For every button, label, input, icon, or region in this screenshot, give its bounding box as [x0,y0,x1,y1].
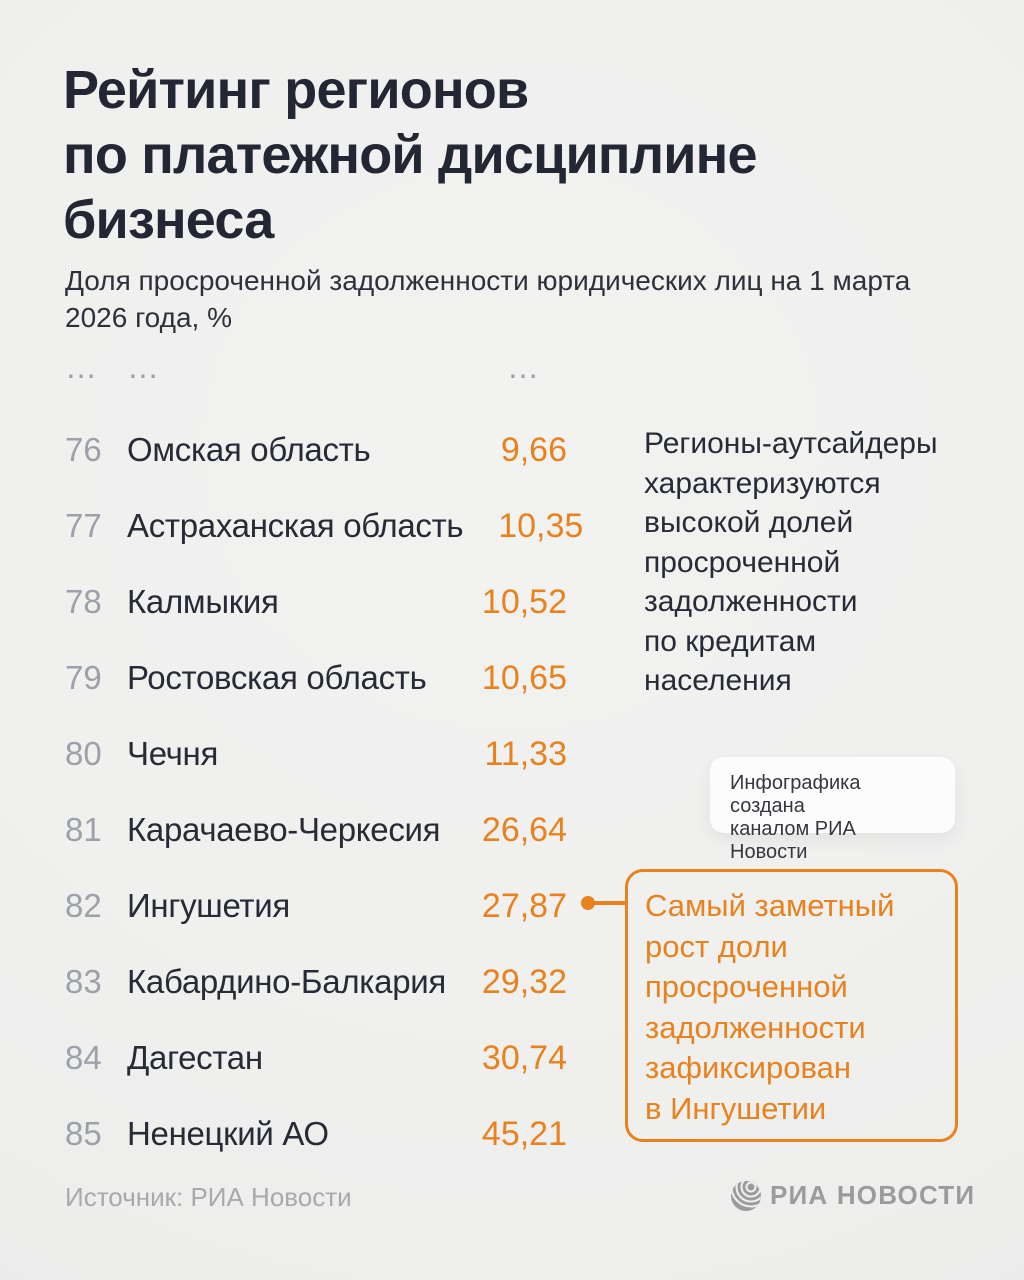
table-ellipsis-row: … … … [65,348,567,386]
region-label: Чечня [127,735,219,772]
value-label: 29,32 [481,962,567,1001]
ingushetia-callout: Самый заметный рост доли просроченной за… [625,869,958,1142]
page-title: Рейтинг регионов по платежной дисциплине… [63,60,757,250]
value-label: 10,65 [481,658,567,697]
rank-label: 85 [65,1115,102,1152]
rank-label: 79 [65,659,102,696]
rank-label: 76 [65,431,102,468]
region-label: Дагестан [127,1039,263,1076]
value-label: 9,66 [500,430,567,469]
table-row: 77 Астраханская область 10,35 [65,488,583,564]
region-label: Ненецкий АО [127,1115,329,1152]
region-label: Ростовская область [127,659,427,696]
brand-name: РИА НОВОСТИ [770,1180,976,1210]
ranking-table: 76 Омская область 9,66 77 Астраханская о… [65,412,583,1172]
outsiders-note: Регионы-аутсайдеры характеризуются высок… [644,427,938,697]
rank-label: 80 [65,735,102,772]
value-ellipsis: … [507,349,539,385]
table-row: 83 Кабардино-Балкария 29,32 [65,944,567,1020]
table-row: 76 Омская область 9,66 [65,412,567,488]
rank-label: 82 [65,887,102,924]
rank-label: 84 [65,1039,102,1076]
value-label: 26,64 [481,810,567,849]
table-row: 82 Ингушетия 27,87 [65,868,567,944]
value-label: 30,74 [481,1038,567,1077]
region-label: Калмыкия [127,583,279,620]
value-label: 45,21 [481,1114,567,1153]
credit-card: Инфографика создана каналом РИА Новости [710,757,955,863]
region-ellipsis: … [127,349,159,385]
brand-logo: РИА НОВОСТИ [731,1180,975,1211]
table-row: 84 Дагестан 30,74 [65,1020,567,1096]
rank-label: 78 [65,583,102,620]
source-note: Источник: РИА Новости [65,1182,352,1212]
table-row: 81 Карачаево-Черкесия 26,64 [65,792,567,868]
region-label: Ингушетия [127,887,290,924]
ria-globe-icon [731,1180,761,1211]
region-label: Карачаево-Черкесия [127,811,441,848]
callout-connector-dot [581,896,595,910]
table-row: 80 Чечня 11,33 [65,716,567,792]
value-label: 11,33 [484,734,567,773]
value-label: 10,35 [498,506,584,545]
value-label: 27,87 [481,886,567,925]
rank-label: 77 [65,507,102,544]
callout-connector-line [590,901,626,905]
rank-label: 83 [65,963,102,1000]
region-label: Кабардино-Балкария [127,963,446,1000]
region-label: Омская область [127,431,371,468]
region-label: Астраханская область [127,507,464,544]
table-row: 85 Ненецкий АО 45,21 [65,1096,567,1172]
value-label: 10,52 [481,582,567,621]
table-row: 79 Ростовская область 10,65 [65,640,567,716]
rank-ellipsis: … [65,349,97,385]
table-row: 78 Калмыкия 10,52 [65,564,567,640]
rank-label: 81 [65,811,102,848]
page-subtitle: Доля просроченной задолженности юридичес… [65,265,911,333]
